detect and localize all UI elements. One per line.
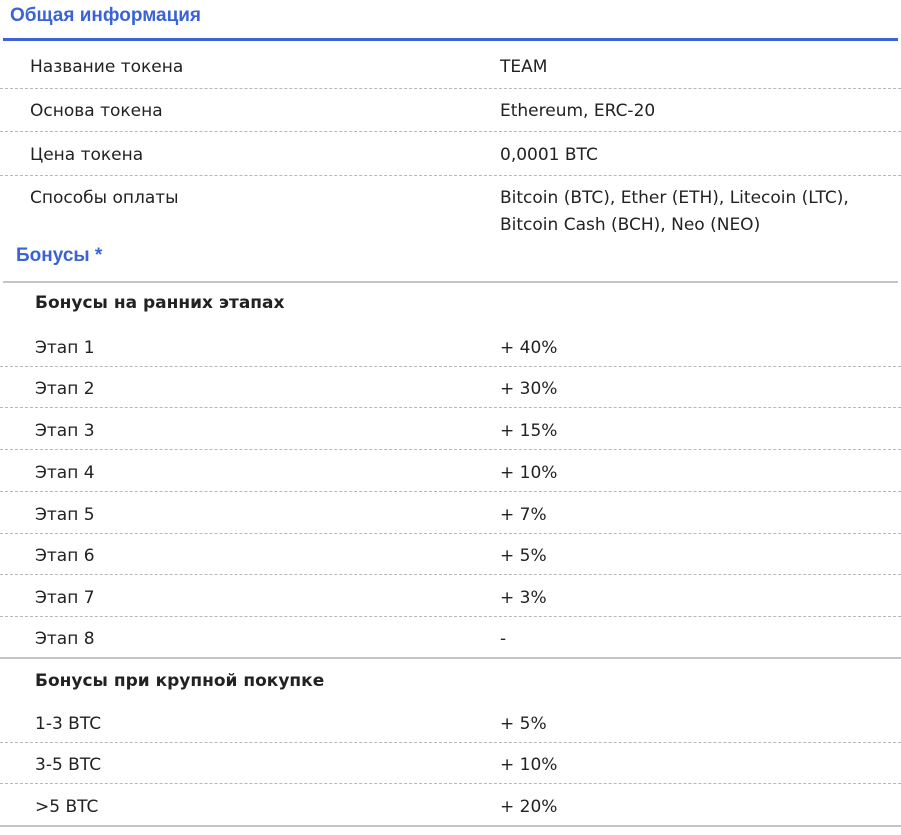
- info-value-line-2: Bitcoin Cash (BCH), Neo (NEO): [500, 215, 761, 235]
- table-row: Этап 5 + 7%: [0, 503, 901, 534]
- stage-bonus: -: [500, 629, 507, 649]
- info-row-token-name: Название токена TEAM: [0, 55, 901, 89]
- table-row: 1-3 BTC + 5%: [0, 712, 901, 743]
- table-row: Этап 3 + 15%: [0, 419, 901, 450]
- info-label: Название токена: [30, 57, 184, 77]
- info-row-payment-methods: Способы оплаты Bitcoin (BTC), Ether (ETH…: [0, 186, 901, 240]
- info-label: Основа токена: [30, 101, 163, 121]
- table-row: Этап 7 + 3%: [0, 586, 901, 617]
- stage-bonus: + 40%: [500, 338, 558, 358]
- info-label: Способы оплаты: [30, 188, 179, 208]
- bonus-title: Бонусы *: [16, 245, 103, 266]
- table-row: >5 BTC + 20%: [0, 795, 901, 827]
- amount-bonus: + 5%: [500, 714, 547, 734]
- table-row: Этап 6 + 5%: [0, 544, 901, 575]
- info-label: Цена токена: [30, 145, 144, 165]
- stage-bonus: + 5%: [500, 546, 547, 566]
- table-row: 3-5 BTC + 10%: [0, 753, 901, 784]
- info-value: 0,0001 BTC: [500, 145, 598, 165]
- table-row: Этап 8 -: [0, 627, 901, 659]
- stage-label: Этап 4: [35, 463, 95, 483]
- table-row: Этап 4 + 10%: [0, 461, 901, 492]
- info-value: TEAM: [500, 57, 548, 77]
- stage-bonus: + 7%: [500, 505, 547, 525]
- stage-label: Этап 7: [35, 588, 95, 608]
- amount-label: 1-3 BTC: [35, 714, 102, 734]
- stage-bonus: + 3%: [500, 588, 547, 608]
- amount-bonus: + 20%: [500, 797, 558, 817]
- info-value-line-1: Bitcoin (BTC), Ether (ETH), Litecoin (LT…: [500, 188, 849, 208]
- bonus-top-rule: [3, 281, 898, 283]
- amount-label: 3-5 BTC: [35, 755, 102, 775]
- stage-label: Этап 6: [35, 546, 95, 566]
- info-value: Ethereum, ERC-20: [500, 101, 656, 121]
- table-row: Этап 2 + 30%: [0, 377, 901, 408]
- info-row-token-base: Основа токена Ethereum, ERC-20: [0, 99, 901, 132]
- stage-label: Этап 5: [35, 505, 95, 525]
- stage-label: Этап 2: [35, 379, 95, 399]
- general-info-title: Общая информация: [10, 5, 202, 26]
- amount-bonus: + 10%: [500, 755, 558, 775]
- stage-label: Этап 1: [35, 338, 95, 358]
- large-purchase-heading: Бонусы при крупной покупке: [35, 671, 325, 691]
- general-info-underline: [3, 38, 898, 41]
- info-row-token-price: Цена токена 0,0001 BTC: [0, 143, 901, 176]
- stage-bonus: + 10%: [500, 463, 558, 483]
- table-row: Этап 1 + 40%: [0, 336, 901, 367]
- amount-label: >5 BTC: [35, 797, 99, 817]
- stage-label: Этап 8: [35, 629, 95, 649]
- stage-bonus: + 15%: [500, 421, 558, 441]
- early-bonus-heading: Бонусы на ранних этапах: [35, 293, 285, 313]
- stage-label: Этап 3: [35, 421, 95, 441]
- stage-bonus: + 30%: [500, 379, 558, 399]
